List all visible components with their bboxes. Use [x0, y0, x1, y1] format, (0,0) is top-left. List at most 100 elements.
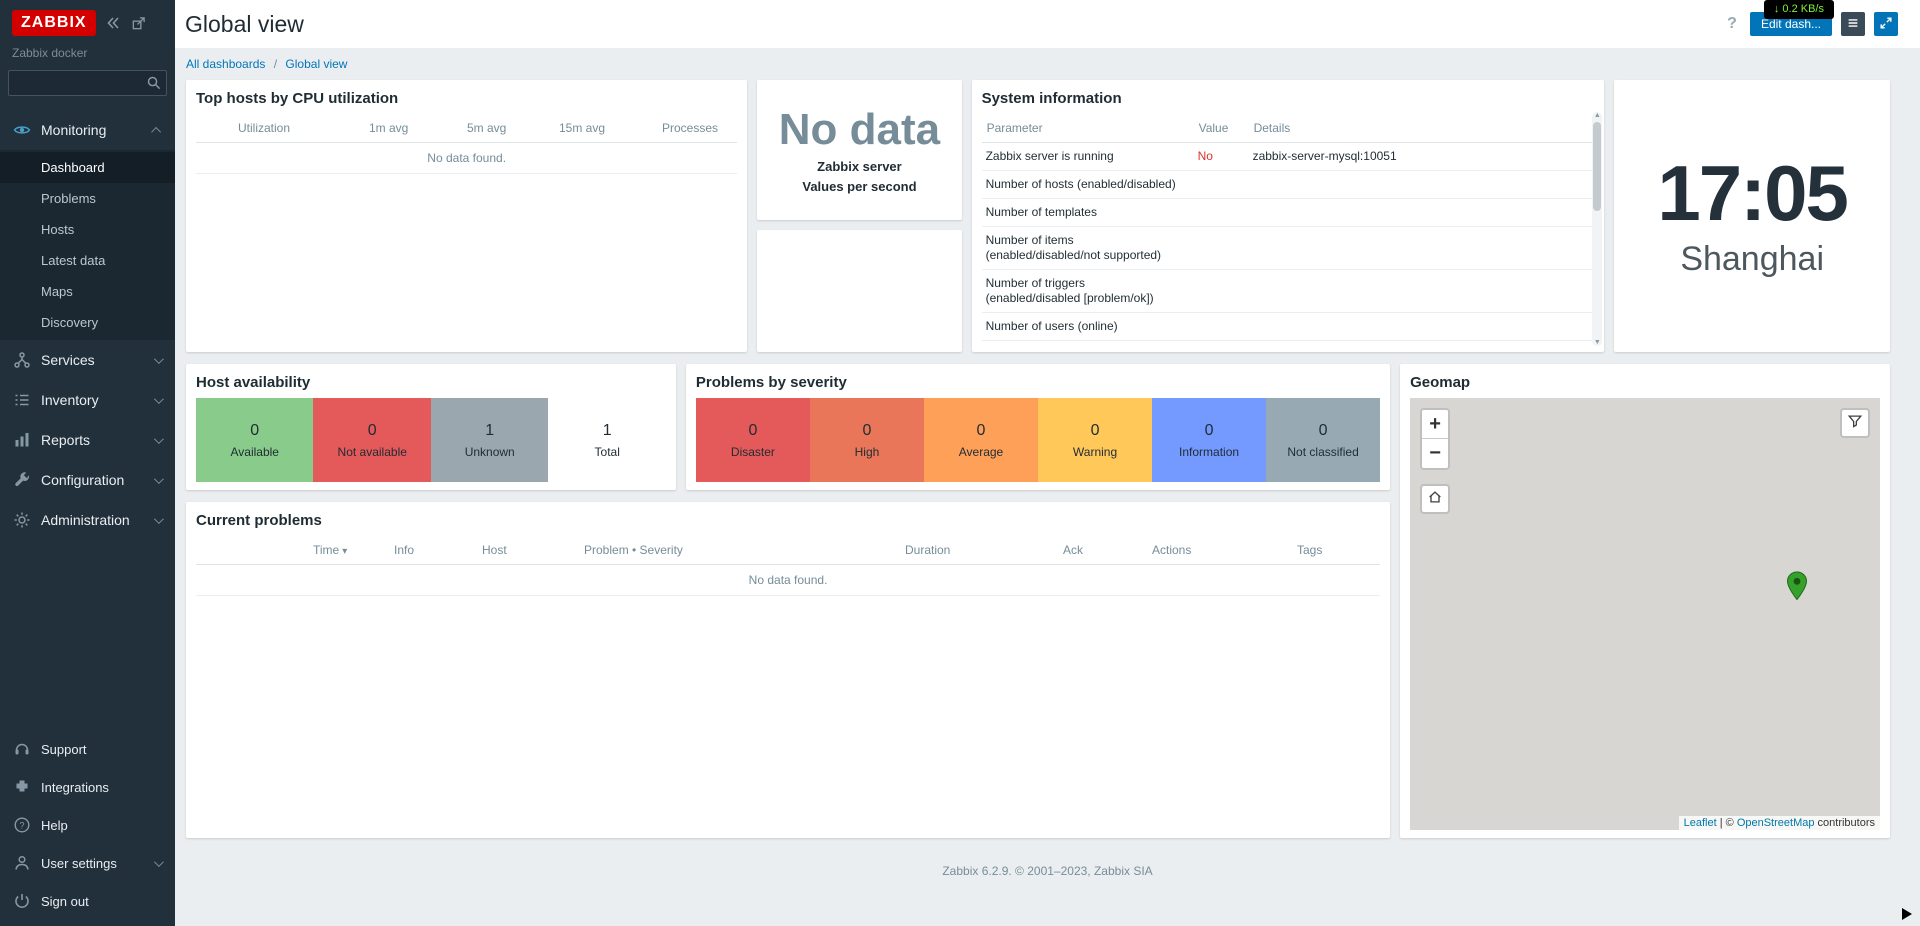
severity-boxes: 0 Disaster 0 High 0 Average 0 Warning 0	[695, 398, 1381, 482]
sidebar-item-problems[interactable]: Problems	[41, 191, 96, 206]
dashboard-grid: Top hosts by CPU utilization Utilization…	[175, 78, 1920, 838]
table-row: Number of hosts (enabled/disabled)	[981, 170, 1595, 199]
sidebar: ZABBIX Zabbix docker Monitoring Dashboar…	[0, 0, 175, 926]
column-info: Info	[390, 536, 478, 565]
count: 0	[1204, 421, 1214, 439]
sidebar-item-label: Reports	[41, 432, 91, 448]
help-icon[interactable]: ?	[1727, 15, 1737, 32]
column-15m-avg: 15m avg	[554, 114, 657, 143]
main-navigation: Monitoring Dashboard Problems Hosts Late…	[0, 110, 175, 540]
sidebar-item-services[interactable]: Services	[0, 340, 175, 380]
sidebar-item-label: Inventory	[41, 392, 99, 408]
breadcrumb-all-dashboards[interactable]: All dashboards	[186, 57, 266, 71]
popout-sidebar-icon[interactable]	[130, 14, 148, 32]
wrench-icon	[13, 471, 31, 489]
param-cell: Number of triggers (enabled/disabled [pro…	[981, 269, 1194, 313]
column-actions: Actions	[1148, 536, 1293, 565]
column-time[interactable]: Time ▾	[309, 536, 390, 565]
count: 0	[976, 421, 986, 439]
column-utilization: Utilization	[233, 114, 364, 143]
server-name: Zabbix docker	[12, 46, 88, 60]
widget-title: Geomap	[1410, 374, 1471, 391]
zoom-controls: + −	[1420, 408, 1451, 470]
sidebar-item-hosts[interactable]: Hosts	[41, 222, 75, 237]
sidebar-item-sign-out[interactable]: Sign out	[0, 882, 175, 920]
filter-button[interactable]	[1840, 408, 1870, 438]
sidebar-search	[8, 70, 167, 96]
kiosk-mode-button[interactable]	[1874, 12, 1898, 36]
chevron-down-icon	[153, 473, 164, 484]
value-cell: No	[1193, 142, 1249, 171]
zoom-in-button[interactable]: +	[1422, 410, 1449, 439]
map-attribution: Leaflet | © OpenStreetMap contributors	[1678, 816, 1880, 830]
count: 0	[748, 421, 758, 439]
item-name-label: Values per second	[802, 179, 917, 194]
dashboard-menu-button[interactable]	[1841, 12, 1865, 36]
hamburger-icon	[1846, 16, 1860, 33]
sidebar-item-monitoring[interactable]: Monitoring	[0, 110, 175, 150]
column-spacer	[196, 114, 233, 143]
column-parameter: Parameter	[981, 114, 1194, 143]
sidebar-item-maps[interactable]: Maps	[41, 284, 73, 299]
chevron-down-icon	[153, 433, 164, 444]
search-input[interactable]	[8, 70, 167, 96]
count: 0	[862, 421, 872, 439]
label: Warning	[1072, 444, 1118, 459]
network-speed-overlay: ↓ 0.2 KB/s	[1763, 0, 1834, 19]
fullscreen-expand-icon	[1879, 16, 1893, 33]
zabbix-logo[interactable]: ZABBIX	[12, 10, 96, 36]
logo-row: ZABBIX	[0, 0, 175, 40]
sidebar-item-label: Administration	[41, 512, 130, 528]
scrollbar[interactable]: ▲ ▼	[1592, 112, 1603, 346]
label: Disaster	[730, 444, 775, 459]
sidebar-item-inventory[interactable]: Inventory	[0, 380, 175, 420]
list-icon	[13, 391, 31, 409]
severity-box-warning: 0 Warning	[1038, 398, 1153, 482]
attribution-suffix: contributors	[1814, 817, 1875, 829]
geomap-canvas[interactable]: + − Leaflet | © OpenStreetM	[1410, 398, 1880, 830]
scrollbar-thumb[interactable]	[1593, 122, 1602, 211]
param-cell: Number of items (enabled/disabled/not sup…	[981, 226, 1194, 270]
gear-icon	[13, 511, 31, 529]
sidebar-item-dashboard[interactable]: Dashboard	[0, 152, 175, 183]
scroll-up-icon[interactable]: ▲	[1593, 112, 1601, 119]
sidebar-item-discovery[interactable]: Discovery	[41, 315, 99, 330]
home-button[interactable]	[1420, 484, 1451, 514]
system-info-table: Parameter Value Details Zabbix server is…	[981, 114, 1595, 341]
severity-box-disaster: 0 Disaster	[695, 398, 810, 482]
breadcrumb-global-view[interactable]: Global view	[285, 57, 348, 71]
sidebar-item-configuration[interactable]: Configuration	[0, 460, 175, 500]
details-cell	[1248, 269, 1595, 313]
sidebar-item-user-settings[interactable]: User settings	[0, 844, 175, 882]
widget-title: Current problems	[196, 512, 322, 529]
sidebar-item-label: User settings	[41, 855, 117, 871]
openstreetmap-link[interactable]: OpenStreetMap	[1736, 817, 1815, 829]
column-problem-severity: Problem • Severity	[580, 536, 901, 565]
widget-title: Top hosts by CPU utilization	[196, 90, 399, 107]
column-ack: Ack	[1059, 536, 1148, 565]
widget-geomap: Geomap + −	[1400, 364, 1890, 838]
map-marker-icon[interactable]	[1786, 571, 1808, 606]
sidebar-item-label: Integrations	[41, 779, 109, 795]
count: 0	[250, 421, 260, 439]
scroll-down-icon[interactable]: ▼	[1593, 339, 1601, 346]
details-cell	[1248, 312, 1595, 341]
bar-chart-icon	[13, 431, 31, 449]
headset-icon	[13, 740, 31, 758]
header-actions: ? Edit dash... ↓ 0.2 KB/s	[1723, 0, 1898, 36]
value-cell	[1193, 312, 1249, 341]
sort-desc-icon: ▾	[342, 546, 348, 557]
sidebar-item-latest-data[interactable]: Latest data	[41, 253, 106, 268]
sidebar-item-label: Sign out	[41, 893, 89, 909]
sidebar-item-reports[interactable]: Reports	[0, 420, 175, 460]
collapse-sidebar-icon[interactable]	[104, 14, 122, 32]
sidebar-item-support[interactable]: Support	[0, 730, 175, 768]
zoom-out-button[interactable]: −	[1422, 439, 1449, 468]
sidebar-item-administration[interactable]: Administration	[0, 500, 175, 540]
leaflet-link[interactable]: Leaflet	[1683, 817, 1717, 829]
funnel-icon	[1847, 413, 1863, 434]
clock-time: 17:05	[1657, 148, 1848, 237]
search-icon[interactable]	[146, 75, 161, 95]
sidebar-item-integrations[interactable]: Integrations	[0, 768, 175, 806]
sidebar-item-help[interactable]: ? Help	[0, 806, 175, 844]
